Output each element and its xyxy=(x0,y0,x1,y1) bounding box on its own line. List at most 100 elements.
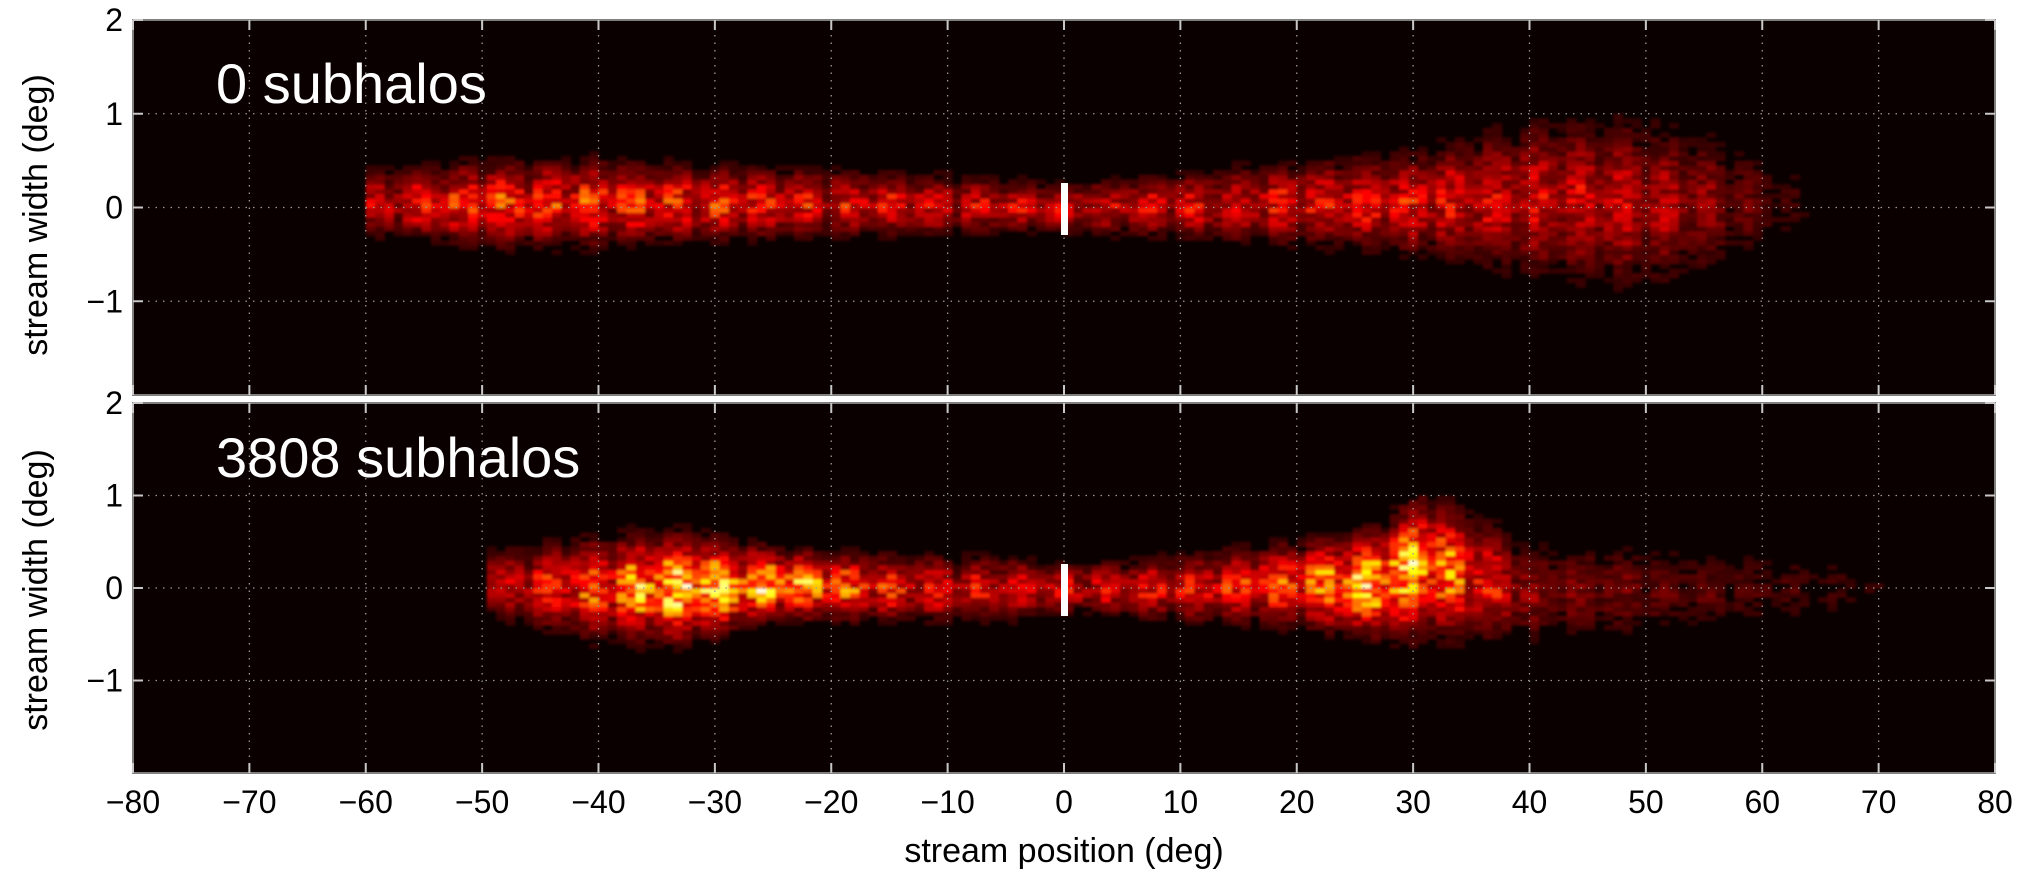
heatmap-cell xyxy=(924,230,935,237)
heatmap-cell xyxy=(1697,184,1707,190)
heatmap-cell xyxy=(1334,574,1344,580)
heatmap-cell xyxy=(1380,174,1391,180)
heatmap-cell xyxy=(961,578,972,584)
heatmap-cell xyxy=(663,569,674,575)
heatmap-cell xyxy=(1147,207,1158,213)
heatmap-cell xyxy=(626,615,637,621)
heatmap-cell xyxy=(496,551,506,557)
heatmap-cell xyxy=(524,555,534,561)
heatmap-cell xyxy=(1259,184,1270,190)
heatmap-cell xyxy=(1399,592,1410,598)
heatmap-cell xyxy=(1129,216,1140,223)
heatmap-cell xyxy=(1752,212,1763,218)
heatmap-cell xyxy=(905,198,916,204)
heatmap-cell xyxy=(663,634,674,640)
heatmap-cell xyxy=(1734,160,1745,166)
heatmap-cell xyxy=(1389,179,1400,185)
heatmap-cell xyxy=(1492,221,1503,227)
heatmap-cell xyxy=(1482,170,1493,176)
heatmap-cell xyxy=(421,160,432,166)
heatmap-cell xyxy=(430,184,441,190)
heatmap-cell xyxy=(1352,174,1363,180)
heatmap-cell xyxy=(579,578,590,584)
heatmap-cell xyxy=(719,583,730,589)
heatmap-cell xyxy=(1520,551,1531,557)
heatmap-cell xyxy=(1334,560,1344,566)
heatmap-cell xyxy=(691,634,702,640)
heatmap-cell xyxy=(1464,583,1475,589)
heatmap-cell xyxy=(1222,551,1233,557)
heatmap-cell xyxy=(430,235,441,241)
heatmap-cell xyxy=(1473,193,1484,199)
heatmap-cell xyxy=(1473,165,1484,171)
heatmap-cell xyxy=(887,230,897,237)
heatmap-cell xyxy=(1417,202,1428,209)
heatmap-cell xyxy=(1762,207,1773,213)
heatmap-cell xyxy=(924,184,935,190)
heatmap-cell xyxy=(784,165,795,171)
heatmap-cell xyxy=(1231,541,1242,547)
heatmap-cell xyxy=(1576,141,1586,148)
heatmap-cell xyxy=(691,606,702,612)
heatmap-cell xyxy=(1110,174,1121,180)
heatmap-cell xyxy=(393,174,404,180)
heatmap-cell xyxy=(1315,620,1326,626)
heatmap-cell xyxy=(840,611,851,617)
heatmap-cell xyxy=(673,620,683,626)
heatmap-cell xyxy=(1473,569,1484,575)
heatmap-cell xyxy=(1790,202,1801,209)
heatmap-cell xyxy=(1576,212,1586,218)
heatmap-cell xyxy=(1315,592,1326,598)
heatmap-cell xyxy=(542,165,553,171)
heatmap-cell xyxy=(1725,221,1735,227)
heatmap-cell xyxy=(1361,611,1372,617)
heatmap-cell xyxy=(1706,235,1717,241)
heatmap-cell xyxy=(1445,555,1456,561)
heatmap-cell xyxy=(1110,588,1121,594)
heatmap-cell xyxy=(682,202,693,209)
heatmap-cell xyxy=(1743,212,1754,218)
heatmap-cell xyxy=(654,560,665,566)
heatmap-cell xyxy=(803,546,814,552)
heatmap-cell xyxy=(412,174,423,180)
heatmap-cell xyxy=(1371,611,1382,617)
heatmap-cell xyxy=(1408,207,1419,213)
heatmap-cell xyxy=(1026,188,1037,194)
heatmap-cell xyxy=(1157,597,1167,603)
heatmap-cell xyxy=(1510,541,1521,547)
heatmap-cell xyxy=(887,179,897,185)
heatmap-cell xyxy=(1157,230,1167,237)
heatmap-cell xyxy=(1706,245,1717,251)
heatmap-cell xyxy=(1399,620,1410,626)
heatmap-cell xyxy=(747,537,758,543)
heatmap-cell xyxy=(1296,597,1307,603)
heatmap-cell xyxy=(887,560,897,566)
heatmap-cell xyxy=(1213,588,1223,594)
heatmap-cell xyxy=(1482,615,1493,621)
heatmap-cell xyxy=(1073,226,1084,232)
heatmap-cell xyxy=(673,184,683,190)
heatmap-cell xyxy=(458,226,469,232)
heatmap-cell xyxy=(626,546,637,552)
heatmap-cell xyxy=(1445,259,1456,265)
heatmap-cell xyxy=(1659,212,1670,218)
heatmap-cell xyxy=(1492,245,1503,251)
heatmap-cell xyxy=(1380,170,1391,176)
heatmap-cell xyxy=(905,588,916,594)
heatmap-cell xyxy=(756,184,767,190)
heatmap-cell xyxy=(700,634,711,640)
heatmap-cell xyxy=(579,179,590,185)
heatmap-cell xyxy=(1427,207,1437,213)
heatmap-cell xyxy=(998,569,1009,575)
heatmap-cell xyxy=(1417,560,1428,566)
heatmap-cell xyxy=(1175,583,1186,589)
heatmap-cell xyxy=(1613,155,1624,162)
heatmap-cell xyxy=(1492,541,1503,547)
heatmap-cell xyxy=(1659,254,1670,260)
heatmap-cell xyxy=(1213,193,1223,199)
heatmap-cell xyxy=(496,245,506,251)
heatmap-cell xyxy=(821,202,832,209)
heatmap-cell xyxy=(468,170,479,176)
heatmap-cell xyxy=(1389,546,1400,552)
heatmap-cell xyxy=(1445,240,1456,246)
